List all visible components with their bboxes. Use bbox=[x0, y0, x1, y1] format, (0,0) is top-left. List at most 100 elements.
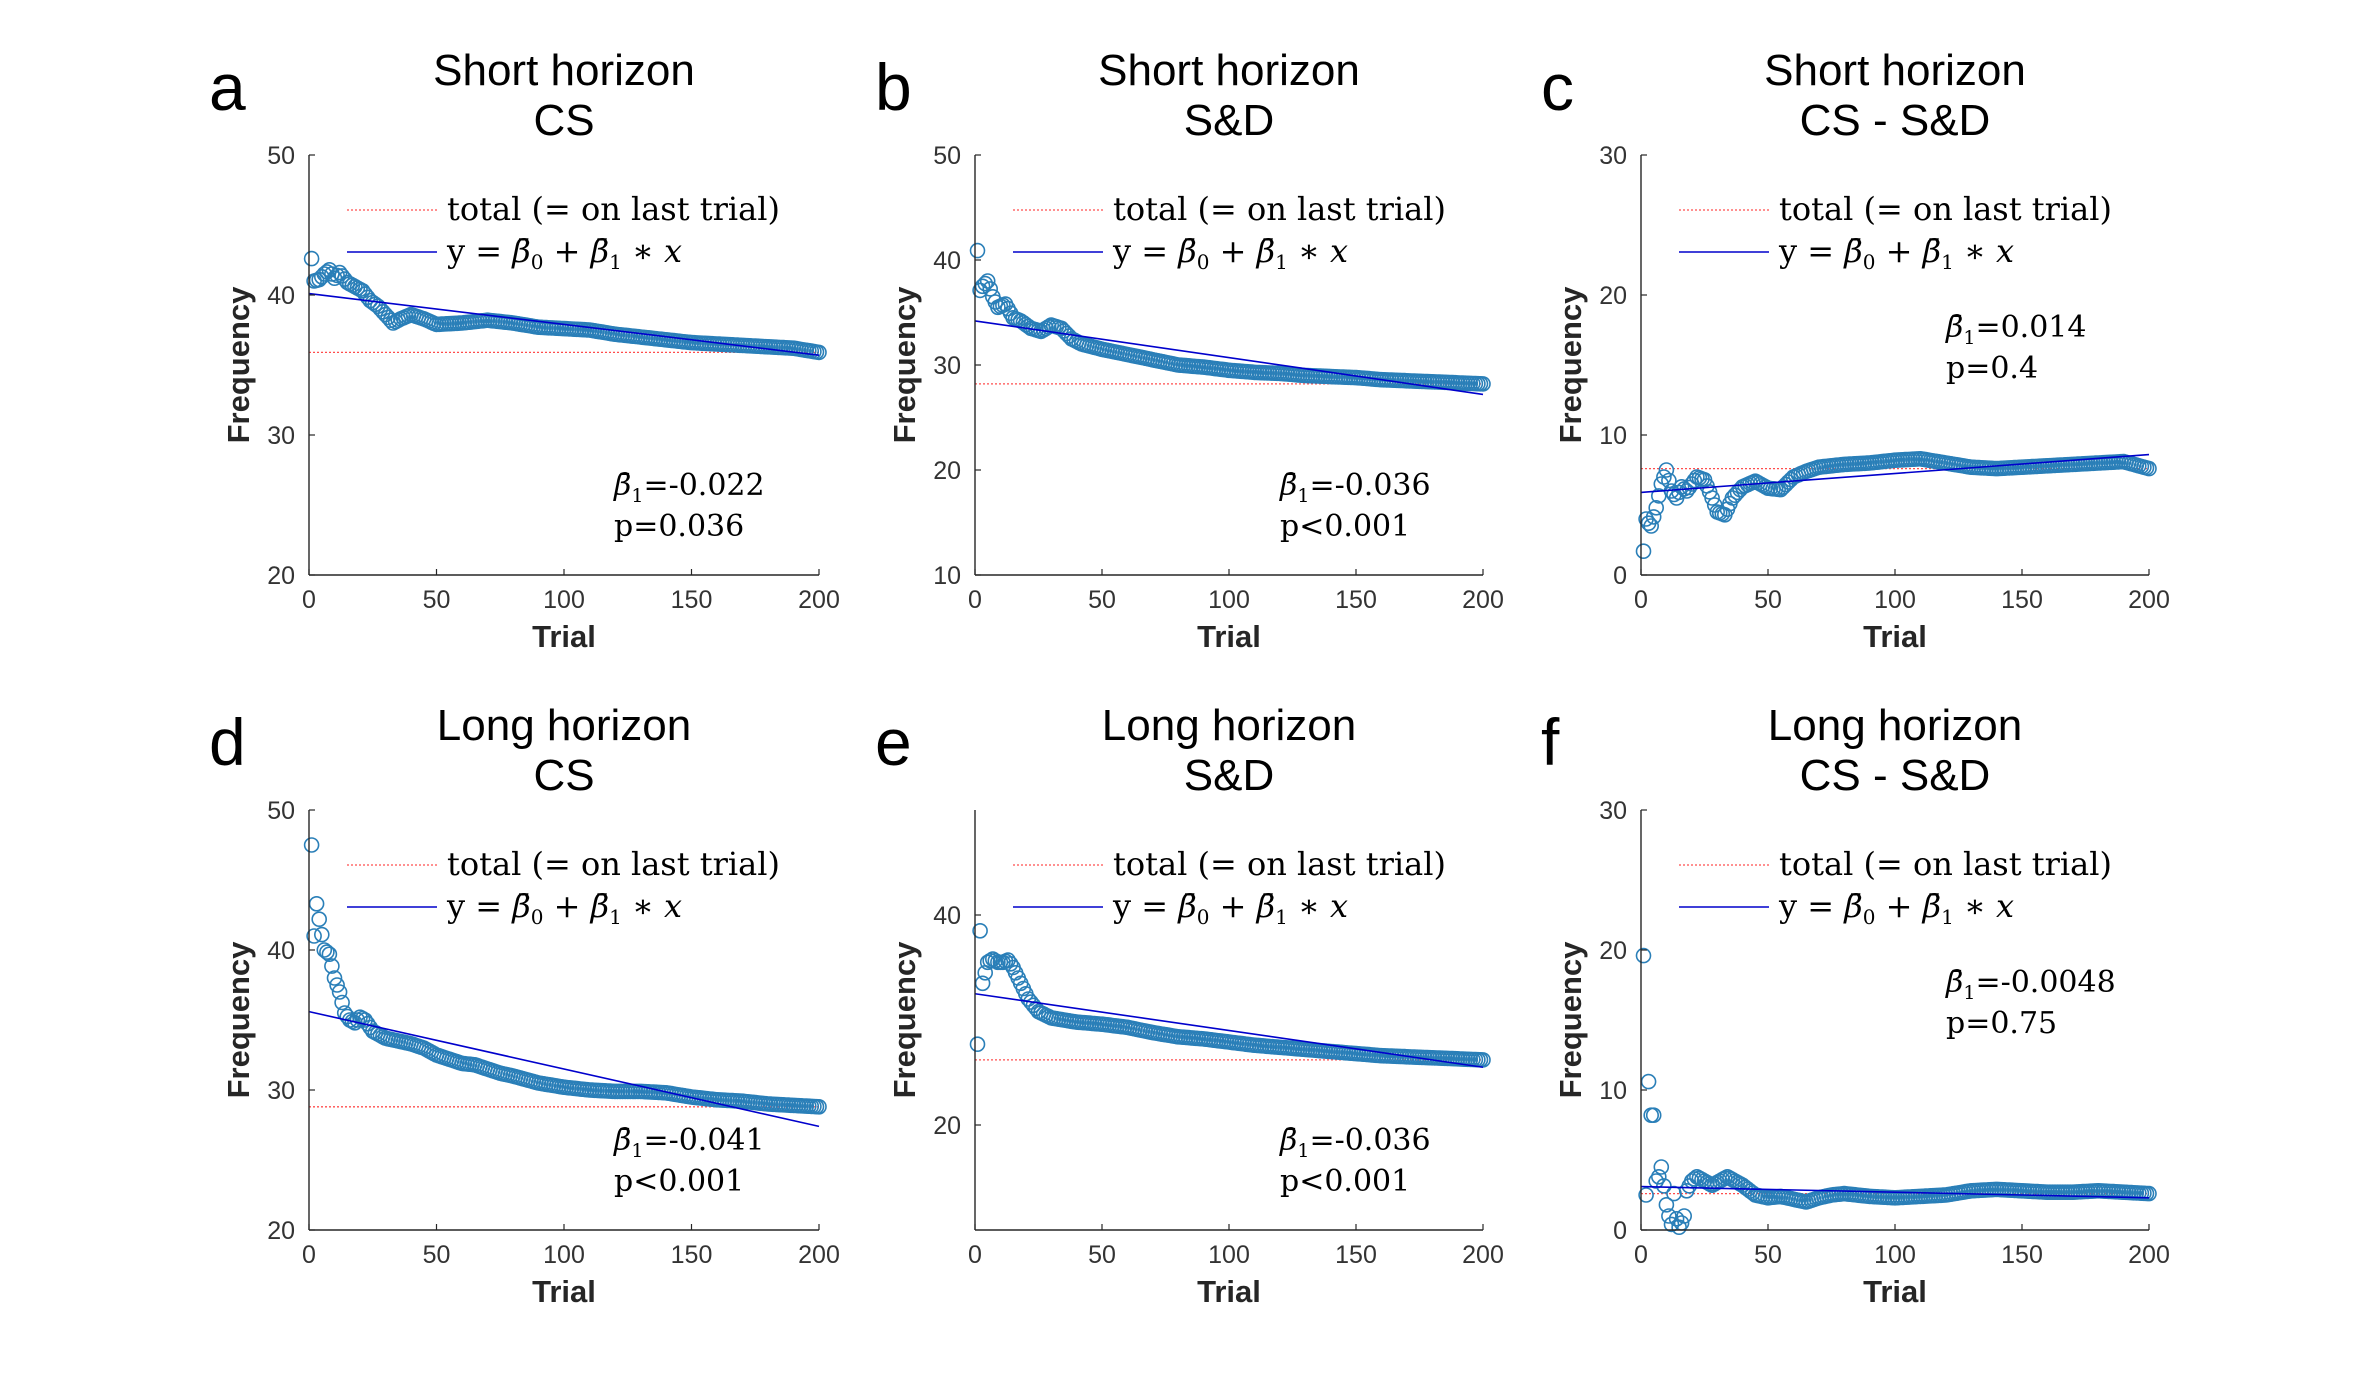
beta1-subscript: 1 bbox=[1297, 1140, 1309, 1162]
x-tick-label: 100 bbox=[543, 586, 585, 614]
y-tick-label: 50 bbox=[267, 142, 295, 170]
legend-fit-suffix: ∗ x bbox=[1954, 887, 2014, 925]
beta1-subscript: 1 bbox=[631, 485, 643, 507]
data-point bbox=[1742, 1183, 1758, 1199]
data-point bbox=[1040, 318, 1057, 335]
data-point bbox=[311, 911, 328, 928]
data-point bbox=[969, 242, 986, 259]
data-point bbox=[982, 281, 999, 297]
legend-fit-suffix: ∗ x bbox=[1288, 232, 1348, 270]
data-point bbox=[1658, 1197, 1675, 1213]
x-tick-label: 200 bbox=[798, 586, 840, 614]
data-point bbox=[1645, 1107, 1662, 1123]
data-point bbox=[972, 922, 988, 939]
legend-fit-beta0: β̄ bbox=[1177, 887, 1197, 925]
legend: total (= on last trial)y = β̄0 + β̄1 ∗ x bbox=[1013, 190, 1446, 274]
data-point bbox=[306, 928, 322, 944]
x-tick-label: 150 bbox=[2001, 586, 2043, 614]
data-point bbox=[316, 266, 333, 282]
y-tick-label: 30 bbox=[933, 352, 961, 380]
legend-fit-beta0-sub: 0 bbox=[531, 250, 544, 274]
legend-fit-prefix: y = bbox=[1112, 232, 1178, 270]
beta1-annotation: β̄1=-0.036 bbox=[1279, 468, 1431, 507]
y-tick-label: 0 bbox=[1613, 562, 1627, 590]
beta1-symbol: β̄ bbox=[1945, 965, 1963, 1000]
legend-fit-mid: + bbox=[1209, 232, 1256, 270]
legend-label-fit: y = β̄0 + β̄1 ∗ x bbox=[1778, 232, 2014, 274]
legend-fit-beta0: β̄ bbox=[511, 232, 531, 270]
beta1-symbol: β̄ bbox=[1279, 1123, 1297, 1158]
legend-fit-mid: + bbox=[1209, 887, 1256, 925]
data-point bbox=[1661, 472, 1677, 489]
beta1-annotation: β̄1=-0.041 bbox=[613, 1123, 765, 1162]
data-point bbox=[969, 1036, 986, 1052]
data-point bbox=[1635, 543, 1652, 560]
data-point bbox=[811, 344, 827, 361]
legend-fit-prefix: y = bbox=[1112, 887, 1178, 925]
legend-fit-beta1-sub: 1 bbox=[609, 905, 622, 929]
y-axis-label: Frequency bbox=[1553, 941, 1588, 1099]
legend: total (= on last trial)y = β̄0 + β̄1 ∗ x bbox=[1013, 845, 1446, 929]
p-value-annotation: p<0.001 bbox=[614, 1164, 744, 1199]
legend-label-fit: y = β̄0 + β̄1 ∗ x bbox=[1778, 887, 2014, 929]
data-point bbox=[1648, 499, 1664, 516]
legend-fit-suffix: ∗ x bbox=[1954, 232, 2014, 270]
legend: total (= on last trial)y = β̄0 + β̄1 ∗ x bbox=[1679, 845, 2112, 929]
data-point bbox=[1724, 490, 1741, 506]
chart-title-line1: Short horizon bbox=[1098, 46, 1360, 95]
y-tick-label: 10 bbox=[1599, 1077, 1627, 1105]
data-point bbox=[334, 994, 350, 1011]
y-tick-label: 30 bbox=[267, 1077, 295, 1105]
beta1-value: =-0.036 bbox=[1309, 1123, 1430, 1158]
chart-title-line2: CS - S&D bbox=[1800, 751, 1991, 800]
legend-fit-beta1-sub: 1 bbox=[1941, 250, 1954, 274]
x-tick-label: 200 bbox=[798, 1241, 840, 1269]
x-tick-label: 50 bbox=[423, 586, 451, 614]
fit-line bbox=[974, 320, 1484, 396]
y-axis-label: Frequency bbox=[221, 286, 256, 444]
x-tick-label: 150 bbox=[1335, 1241, 1377, 1269]
y-axis-label: Frequency bbox=[221, 941, 256, 1099]
chart-title-line1: Long horizon bbox=[437, 701, 691, 750]
data-point bbox=[1658, 462, 1675, 478]
data-point bbox=[329, 977, 345, 993]
p-value-annotation: p<0.001 bbox=[1280, 1164, 1410, 1199]
data-point bbox=[326, 970, 343, 986]
legend-fit-mid: + bbox=[543, 232, 590, 270]
p-value-annotation: p=0.75 bbox=[1946, 1006, 2057, 1041]
y-tick-label: 20 bbox=[1599, 282, 1627, 310]
x-tick-label: 50 bbox=[1088, 1241, 1116, 1269]
legend-fit-beta0-sub: 0 bbox=[1197, 905, 1210, 929]
y-tick-label: 40 bbox=[933, 247, 961, 275]
data-points bbox=[1635, 450, 2157, 560]
chart-title-line2: S&D bbox=[1184, 96, 1274, 145]
beta1-value: =-0.022 bbox=[643, 468, 764, 503]
chart-title-line2: CS bbox=[533, 96, 594, 145]
x-axis-label: Trial bbox=[1197, 1274, 1261, 1309]
panel-letter: e bbox=[875, 705, 912, 779]
x-tick-label: 50 bbox=[423, 1241, 451, 1269]
legend-fit-beta0: β̄ bbox=[1843, 887, 1863, 925]
beta1-annotation: β̄1=-0.022 bbox=[613, 468, 765, 507]
data-point bbox=[321, 261, 338, 278]
x-tick-label: 0 bbox=[1634, 586, 1648, 614]
beta1-value: =-0.0048 bbox=[1975, 965, 2115, 1000]
legend-fit-beta1: β̄ bbox=[590, 232, 610, 270]
data-point bbox=[1673, 478, 1690, 495]
legend-fit-beta0-sub: 0 bbox=[531, 905, 544, 929]
y-tick-label: 10 bbox=[933, 562, 961, 590]
data-point bbox=[1668, 1211, 1685, 1227]
data-points bbox=[969, 242, 1491, 392]
beta1-annotation: β̄1=-0.036 bbox=[1279, 1123, 1431, 1162]
legend-fit-prefix: y = bbox=[1778, 887, 1844, 925]
data-point bbox=[979, 273, 996, 289]
data-point bbox=[974, 975, 991, 992]
legend-fit-prefix: y = bbox=[446, 887, 512, 925]
legend-fit-beta0-sub: 0 bbox=[1863, 250, 1876, 274]
y-tick-label: 50 bbox=[267, 797, 295, 825]
